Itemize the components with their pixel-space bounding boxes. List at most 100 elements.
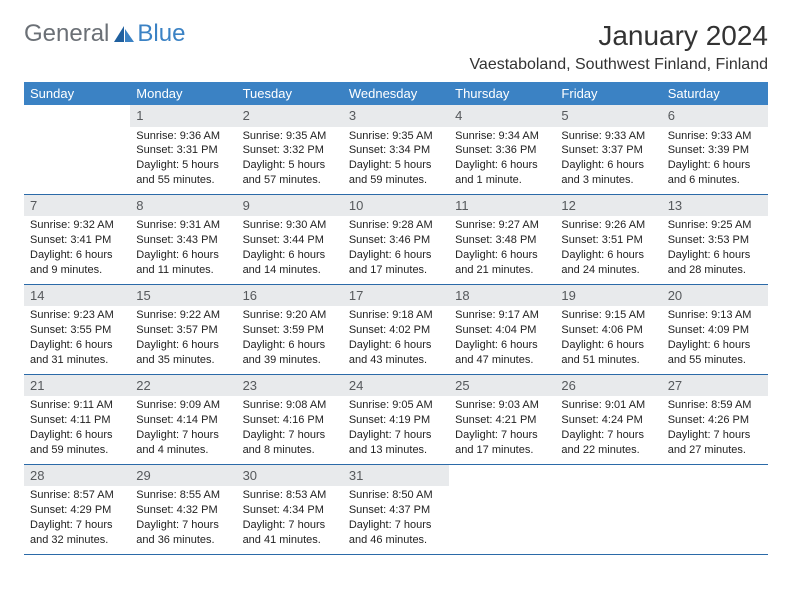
logo-text-blue: Blue	[137, 20, 185, 48]
day-number: 23	[237, 375, 343, 397]
day-body: Sunrise: 9:23 AMSunset: 3:55 PMDaylight:…	[24, 306, 130, 373]
day-number: 26	[555, 375, 661, 397]
day-number: 2	[237, 105, 343, 127]
logo-sail-icon	[113, 25, 135, 43]
day-daylight: Daylight: 7 hours and 4 minutes.	[136, 428, 230, 458]
day-sunset: Sunset: 3:53 PM	[668, 233, 762, 248]
day-sunset: Sunset: 3:43 PM	[136, 233, 230, 248]
day-daylight: Daylight: 6 hours and 1 minute.	[455, 158, 549, 188]
day-body: Sunrise: 8:50 AMSunset: 4:37 PMDaylight:…	[343, 486, 449, 553]
week-row: 28Sunrise: 8:57 AMSunset: 4:29 PMDayligh…	[24, 465, 768, 555]
day-daylight: Daylight: 6 hours and 43 minutes.	[349, 338, 443, 368]
day-cell: 21Sunrise: 9:11 AMSunset: 4:11 PMDayligh…	[24, 375, 130, 464]
day-sunset: Sunset: 3:46 PM	[349, 233, 443, 248]
day-daylight: Daylight: 6 hours and 55 minutes.	[668, 338, 762, 368]
day-sunset: Sunset: 3:31 PM	[136, 143, 230, 158]
day-body: Sunrise: 9:35 AMSunset: 3:34 PMDaylight:…	[343, 127, 449, 194]
day-daylight: Daylight: 7 hours and 41 minutes.	[243, 518, 337, 548]
day-sunrise: Sunrise: 9:22 AM	[136, 308, 230, 323]
day-number: 17	[343, 285, 449, 307]
day-body: Sunrise: 9:15 AMSunset: 4:06 PMDaylight:…	[555, 306, 661, 373]
day-daylight: Daylight: 6 hours and 21 minutes.	[455, 248, 549, 278]
day-cell: 10Sunrise: 9:28 AMSunset: 3:46 PMDayligh…	[343, 195, 449, 284]
day-number: 5	[555, 105, 661, 127]
day-cell: 2Sunrise: 9:35 AMSunset: 3:32 PMDaylight…	[237, 105, 343, 194]
day-sunset: Sunset: 4:34 PM	[243, 503, 337, 518]
day-number: 13	[662, 195, 768, 217]
day-sunset: Sunset: 4:37 PM	[349, 503, 443, 518]
day-sunset: Sunset: 4:19 PM	[349, 413, 443, 428]
weekday-header: Wednesday	[343, 82, 449, 105]
calendar: Sunday Monday Tuesday Wednesday Thursday…	[24, 82, 768, 555]
day-sunset: Sunset: 3:39 PM	[668, 143, 762, 158]
day-body: Sunrise: 9:11 AMSunset: 4:11 PMDaylight:…	[24, 396, 130, 463]
day-cell: 29Sunrise: 8:55 AMSunset: 4:32 PMDayligh…	[130, 465, 236, 554]
day-daylight: Daylight: 5 hours and 55 minutes.	[136, 158, 230, 188]
day-cell: 4Sunrise: 9:34 AMSunset: 3:36 PMDaylight…	[449, 105, 555, 194]
day-cell: 6Sunrise: 9:33 AMSunset: 3:39 PMDaylight…	[662, 105, 768, 194]
day-sunset: Sunset: 4:06 PM	[561, 323, 655, 338]
day-cell: 15Sunrise: 9:22 AMSunset: 3:57 PMDayligh…	[130, 285, 236, 374]
day-number: 29	[130, 465, 236, 487]
day-number: 14	[24, 285, 130, 307]
day-sunset: Sunset: 3:44 PM	[243, 233, 337, 248]
day-cell	[662, 465, 768, 554]
day-number: 27	[662, 375, 768, 397]
day-body	[24, 109, 130, 117]
day-sunset: Sunset: 4:26 PM	[668, 413, 762, 428]
day-sunrise: Sunrise: 8:50 AM	[349, 488, 443, 503]
day-cell: 12Sunrise: 9:26 AMSunset: 3:51 PMDayligh…	[555, 195, 661, 284]
day-number: 25	[449, 375, 555, 397]
day-daylight: Daylight: 6 hours and 39 minutes.	[243, 338, 337, 368]
day-sunrise: Sunrise: 8:57 AM	[30, 488, 124, 503]
week-row: 21Sunrise: 9:11 AMSunset: 4:11 PMDayligh…	[24, 375, 768, 465]
weekday-header: Tuesday	[237, 82, 343, 105]
day-daylight: Daylight: 6 hours and 35 minutes.	[136, 338, 230, 368]
day-daylight: Daylight: 6 hours and 59 minutes.	[30, 428, 124, 458]
day-body	[555, 469, 661, 477]
day-sunrise: Sunrise: 9:35 AM	[243, 129, 337, 144]
day-sunset: Sunset: 3:41 PM	[30, 233, 124, 248]
title-block: January 2024 Vaestaboland, Southwest Fin…	[469, 20, 768, 74]
day-sunrise: Sunrise: 9:33 AM	[668, 129, 762, 144]
day-body: Sunrise: 8:57 AMSunset: 4:29 PMDaylight:…	[24, 486, 130, 553]
day-cell: 9Sunrise: 9:30 AMSunset: 3:44 PMDaylight…	[237, 195, 343, 284]
week-row: 14Sunrise: 9:23 AMSunset: 3:55 PMDayligh…	[24, 285, 768, 375]
day-daylight: Daylight: 6 hours and 24 minutes.	[561, 248, 655, 278]
day-body: Sunrise: 9:09 AMSunset: 4:14 PMDaylight:…	[130, 396, 236, 463]
day-daylight: Daylight: 7 hours and 8 minutes.	[243, 428, 337, 458]
day-body: Sunrise: 9:18 AMSunset: 4:02 PMDaylight:…	[343, 306, 449, 373]
day-cell: 5Sunrise: 9:33 AMSunset: 3:37 PMDaylight…	[555, 105, 661, 194]
day-cell: 11Sunrise: 9:27 AMSunset: 3:48 PMDayligh…	[449, 195, 555, 284]
day-sunset: Sunset: 4:11 PM	[30, 413, 124, 428]
day-sunrise: Sunrise: 9:09 AM	[136, 398, 230, 413]
day-body: Sunrise: 9:33 AMSunset: 3:37 PMDaylight:…	[555, 127, 661, 194]
day-cell: 22Sunrise: 9:09 AMSunset: 4:14 PMDayligh…	[130, 375, 236, 464]
weekday-header: Friday	[555, 82, 661, 105]
day-cell: 13Sunrise: 9:25 AMSunset: 3:53 PMDayligh…	[662, 195, 768, 284]
day-sunrise: Sunrise: 9:27 AM	[455, 218, 549, 233]
day-sunrise: Sunrise: 9:30 AM	[243, 218, 337, 233]
day-sunrise: Sunrise: 9:18 AM	[349, 308, 443, 323]
day-sunset: Sunset: 3:36 PM	[455, 143, 549, 158]
day-body: Sunrise: 9:22 AMSunset: 3:57 PMDaylight:…	[130, 306, 236, 373]
day-body: Sunrise: 9:20 AMSunset: 3:59 PMDaylight:…	[237, 306, 343, 373]
day-sunrise: Sunrise: 9:15 AM	[561, 308, 655, 323]
day-sunset: Sunset: 4:09 PM	[668, 323, 762, 338]
day-cell	[555, 465, 661, 554]
day-number: 11	[449, 195, 555, 217]
day-sunrise: Sunrise: 9:34 AM	[455, 129, 549, 144]
day-sunrise: Sunrise: 9:25 AM	[668, 218, 762, 233]
day-number: 16	[237, 285, 343, 307]
day-sunrise: Sunrise: 9:23 AM	[30, 308, 124, 323]
day-sunset: Sunset: 3:55 PM	[30, 323, 124, 338]
weekday-header: Monday	[130, 82, 236, 105]
day-sunset: Sunset: 4:24 PM	[561, 413, 655, 428]
month-title: January 2024	[469, 20, 768, 52]
day-sunrise: Sunrise: 8:59 AM	[668, 398, 762, 413]
day-daylight: Daylight: 6 hours and 6 minutes.	[668, 158, 762, 188]
day-cell: 27Sunrise: 8:59 AMSunset: 4:26 PMDayligh…	[662, 375, 768, 464]
day-sunset: Sunset: 4:21 PM	[455, 413, 549, 428]
day-cell: 7Sunrise: 9:32 AMSunset: 3:41 PMDaylight…	[24, 195, 130, 284]
day-sunrise: Sunrise: 9:17 AM	[455, 308, 549, 323]
